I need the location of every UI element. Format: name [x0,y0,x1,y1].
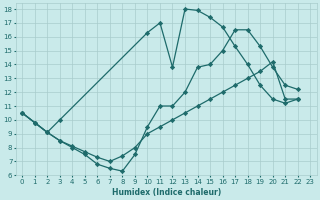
X-axis label: Humidex (Indice chaleur): Humidex (Indice chaleur) [112,188,221,197]
